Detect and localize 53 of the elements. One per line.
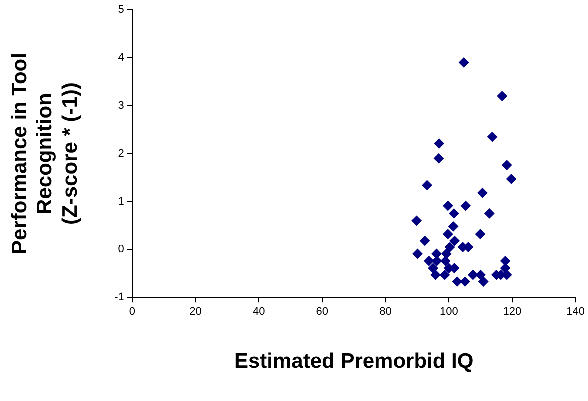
x-tick-label: 40 <box>252 306 266 318</box>
x-tick-label: 0 <box>129 306 136 318</box>
x-tick-label: 120 <box>503 306 522 318</box>
point <box>476 270 486 280</box>
point <box>500 263 511 274</box>
point <box>420 236 430 246</box>
y-axis-title: Performance in Tool Recognition (Z-score * (-1)) <box>8 53 82 255</box>
x-tick-label: 60 <box>316 306 329 318</box>
y-tick-label: 3 <box>118 100 124 112</box>
point <box>468 270 478 280</box>
y-tick-label: 0 <box>118 244 124 256</box>
point <box>500 256 511 266</box>
point <box>412 248 423 259</box>
y-tick-label: -1 <box>114 292 124 304</box>
y-tick-label: 5 <box>118 4 124 16</box>
point <box>488 132 498 142</box>
point <box>445 242 456 252</box>
point <box>460 276 470 287</box>
x-tick-label: 80 <box>380 306 392 318</box>
point <box>434 138 444 149</box>
point <box>448 222 459 232</box>
point <box>443 201 454 212</box>
x-tick-label: 140 <box>566 306 586 318</box>
x-tick-label: 100 <box>440 306 458 318</box>
point <box>428 263 438 274</box>
point <box>506 174 517 184</box>
point <box>478 276 489 287</box>
point <box>497 91 508 102</box>
point <box>484 208 495 219</box>
point <box>460 201 471 212</box>
y-tick-label: 4 <box>118 52 124 64</box>
point <box>442 248 452 259</box>
point <box>432 256 442 266</box>
point <box>434 154 444 164</box>
point <box>502 160 512 170</box>
point <box>432 248 442 259</box>
y-tick-label: 1 <box>118 196 124 208</box>
point <box>475 229 486 240</box>
point <box>443 229 454 240</box>
x-axis-title: Estimated Premorbid IQ <box>234 350 474 374</box>
point <box>459 58 470 68</box>
point <box>430 270 441 280</box>
point <box>412 216 422 226</box>
y-tick-label: 2 <box>118 148 124 160</box>
point <box>450 236 460 246</box>
point <box>440 270 450 280</box>
point <box>452 276 462 287</box>
x-tick-label: 20 <box>190 306 202 318</box>
point <box>424 256 434 266</box>
point <box>478 188 488 198</box>
point <box>422 180 432 190</box>
point <box>449 208 460 219</box>
point <box>440 256 451 266</box>
